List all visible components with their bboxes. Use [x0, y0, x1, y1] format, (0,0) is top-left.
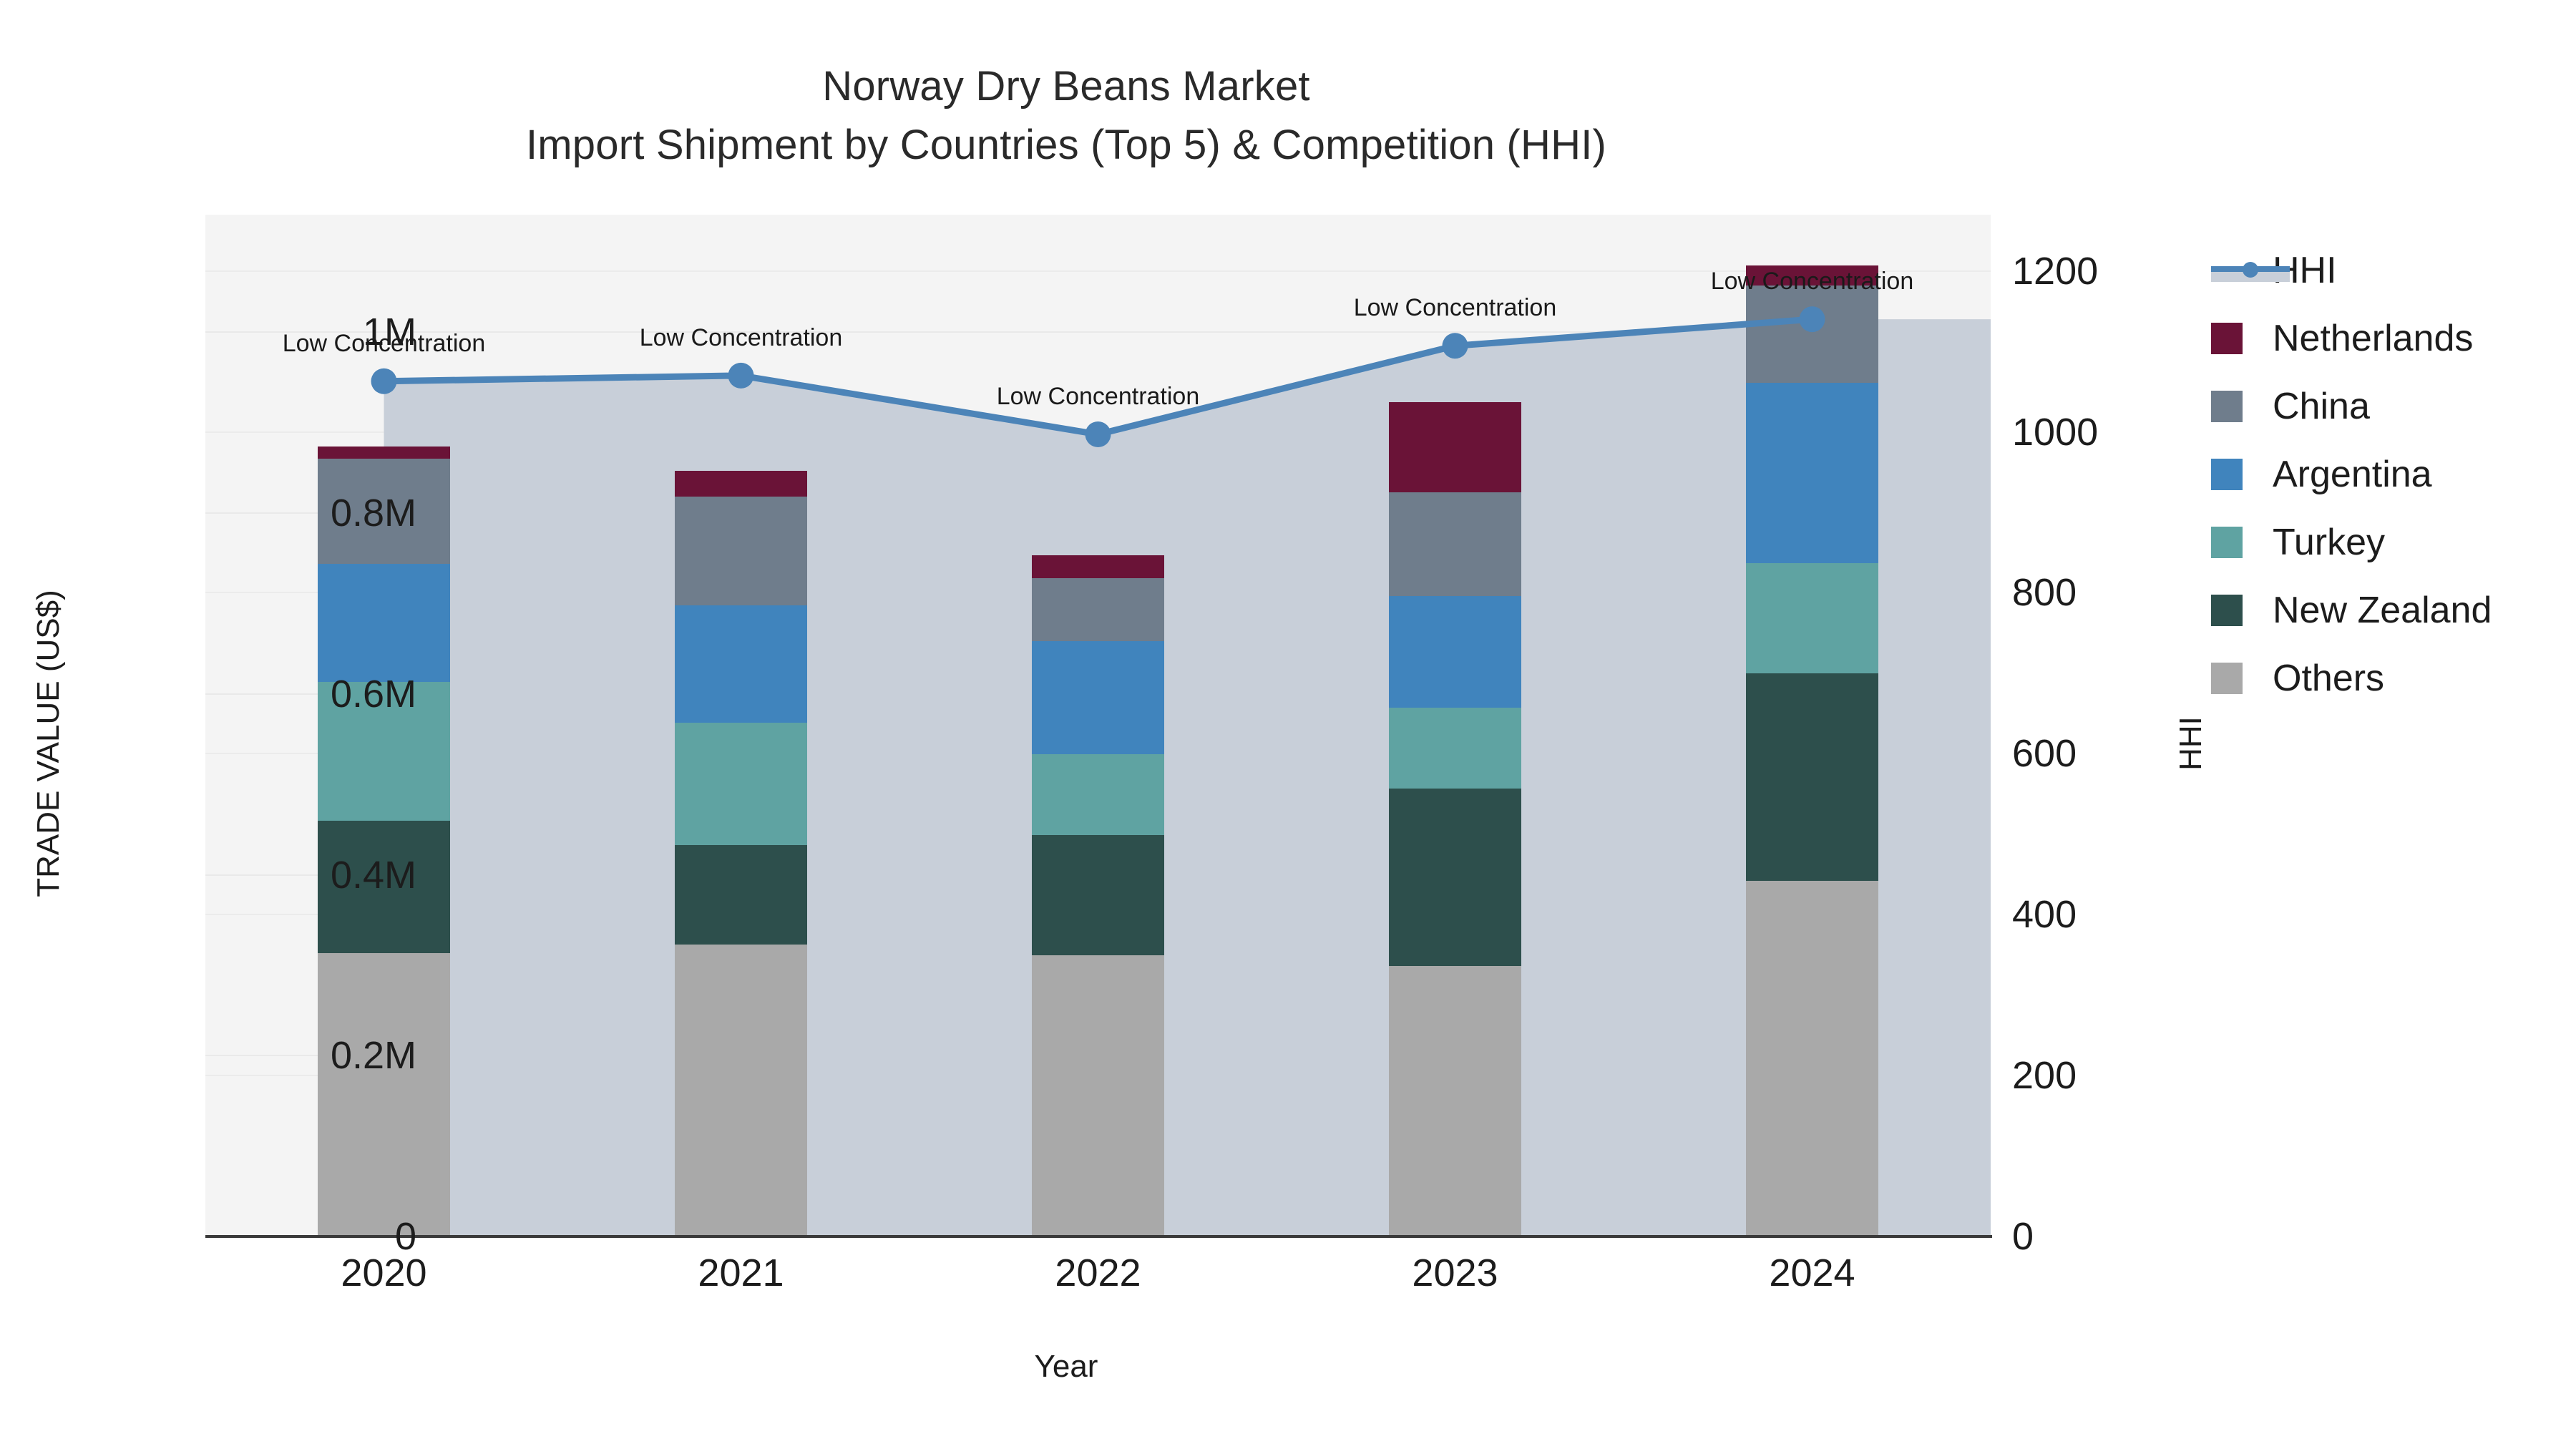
bar-segment[interactable]	[1746, 285, 1878, 384]
legend-item-label: China	[2273, 385, 2370, 427]
bar-segment[interactable]	[1746, 881, 1878, 1236]
annotation-low-concentration: Low Concentration	[282, 329, 486, 357]
legend-color-swatch-icon	[2211, 390, 2243, 422]
bar-segment[interactable]	[1389, 789, 1521, 967]
y2-axis-tick-label: 0	[2012, 1215, 2034, 1258]
bar-segment[interactable]	[1389, 596, 1521, 708]
chart-title: Norway Dry Beans Market Import Shipment …	[0, 57, 2132, 175]
x-axis-tick-label: 2020	[341, 1252, 427, 1294]
bar-segment[interactable]	[1032, 955, 1164, 1236]
x-axis-title: Year	[1034, 1349, 1098, 1384]
y-axis-tick-label: 0.6M	[330, 672, 416, 716]
hhi-marker[interactable]	[1799, 306, 1825, 333]
annotation-low-concentration: Low Concentration	[996, 382, 1200, 410]
bar-segment[interactable]	[318, 446, 450, 459]
x-axis-tick-label: 2022	[1055, 1252, 1141, 1294]
legend-item-label: Others	[2273, 657, 2385, 699]
bar-segment[interactable]	[318, 459, 450, 564]
legend-item-label: New Zealand	[2273, 589, 2492, 631]
annotation-low-concentration: Low Concentration	[1710, 268, 1914, 296]
bar-group[interactable]	[1389, 215, 1521, 1236]
x-axis-tick-label: 2021	[698, 1252, 784, 1294]
y2-axis-tick-label: 400	[2012, 893, 2077, 937]
bar-group[interactable]	[675, 215, 807, 1236]
bar-segment[interactable]	[1032, 555, 1164, 578]
legend-item-label: Turkey	[2273, 521, 2385, 563]
legend-color-swatch-icon	[2211, 662, 2243, 694]
bar-segment[interactable]	[1746, 673, 1878, 882]
bar-segment[interactable]	[1389, 707, 1521, 789]
y-axis-tick-label: 1M	[362, 311, 416, 354]
bar-segment[interactable]	[318, 682, 450, 821]
gridline-y	[205, 331, 1991, 333]
hhi-line-path	[384, 316, 1813, 438]
bar-segment[interactable]	[318, 563, 450, 683]
bar-segment[interactable]	[1032, 754, 1164, 835]
legend-item-label: Argentina	[2273, 453, 2432, 495]
y2-axis-tick-label: 800	[2012, 571, 2077, 615]
bar-segment[interactable]	[1389, 966, 1521, 1236]
bar-segment[interactable]	[675, 844, 807, 945]
bar-segment[interactable]	[675, 723, 807, 845]
legend-item-label: Netherlands	[2273, 317, 2474, 359]
x-axis-line	[205, 1235, 1992, 1238]
hhi-marker[interactable]	[371, 368, 397, 394]
annotation-low-concentration: Low Concentration	[639, 323, 843, 351]
legend-item[interactable]: Argentina	[2211, 440, 2555, 508]
y-axis-title: TRADE VALUE (US$)	[31, 590, 66, 897]
bar-segment[interactable]	[675, 944, 807, 1236]
bar-segment[interactable]	[1746, 383, 1878, 563]
bar-group[interactable]	[1746, 215, 1878, 1236]
y2-axis-tick-label: 1000	[2012, 410, 2099, 454]
hhi-marker[interactable]	[1442, 333, 1468, 359]
bar-segment[interactable]	[318, 953, 450, 1236]
legend-item[interactable]: Turkey	[2211, 508, 2555, 576]
legend-line-marker-icon	[2211, 255, 2290, 286]
legend-item[interactable]: New Zealand	[2211, 576, 2555, 644]
legend-color-swatch-icon	[2211, 594, 2243, 626]
bar-segment[interactable]	[1032, 834, 1164, 955]
bar-segment[interactable]	[1032, 641, 1164, 755]
legend-item[interactable]: Others	[2211, 644, 2555, 712]
bar-group[interactable]	[1032, 215, 1164, 1236]
legend-item[interactable]: Netherlands	[2211, 304, 2555, 372]
bar-segment[interactable]	[675, 605, 807, 723]
plot-clip: Low Concentration Low Concentration Low Co…	[205, 215, 1991, 1236]
chart-title-line-2: Import Shipment by Countries (Top 5) & C…	[525, 122, 1607, 169]
bar-segment[interactable]	[318, 820, 450, 954]
bar-group[interactable]	[318, 215, 450, 1236]
legend-item[interactable]: HHI	[2211, 236, 2555, 304]
bar-segment[interactable]	[1032, 578, 1164, 642]
bar-segment[interactable]	[1746, 562, 1878, 673]
x-axis-tick-label: 2023	[1412, 1252, 1498, 1294]
chart-title-line-1: Norway Dry Beans Market	[822, 63, 1310, 109]
y-axis-tick-label: 0	[394, 1215, 416, 1258]
bar-segment[interactable]	[1389, 492, 1521, 597]
y2-axis-tick-label: 600	[2012, 732, 2077, 776]
legend-color-swatch-icon	[2211, 322, 2243, 354]
y-axis-tick-label: 0.8M	[330, 492, 416, 535]
bar-segment[interactable]	[1389, 401, 1521, 492]
plot-area: Low Concentration Low Concentration Low Co…	[205, 215, 1991, 1236]
bar-segment[interactable]	[1746, 265, 1878, 286]
gridline-y2	[205, 270, 1991, 272]
y2-axis-title: HHI	[2173, 716, 2208, 771]
bar-segment[interactable]	[675, 497, 807, 605]
legend-color-swatch-icon	[2211, 458, 2243, 490]
annotation-low-concentration: Low Concentration	[1353, 294, 1557, 322]
legend-item[interactable]: China	[2211, 372, 2555, 440]
bar-segment[interactable]	[675, 470, 807, 497]
hhi-line	[371, 306, 1825, 447]
legend: HHI Netherlands China Argentina Turkey New Ze…	[2211, 236, 2555, 712]
y-axis-tick-label: 0.2M	[330, 1034, 416, 1078]
hhi-marker[interactable]	[728, 362, 754, 389]
y2-axis-tick-label: 200	[2012, 1054, 2077, 1098]
y2-axis-tick-label: 1200	[2012, 249, 2099, 293]
x-axis-tick-label: 2024	[1769, 1252, 1855, 1294]
y-axis-tick-label: 0.4M	[330, 853, 416, 897]
hhi-marker[interactable]	[1085, 421, 1111, 447]
legend-color-swatch-icon	[2211, 526, 2243, 558]
